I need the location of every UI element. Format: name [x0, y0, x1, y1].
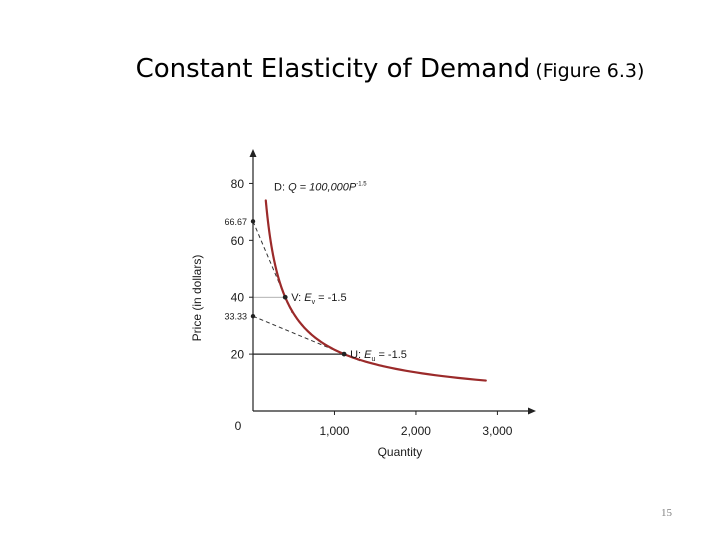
point-v [282, 294, 288, 300]
y-tick-label: 60 [231, 234, 245, 248]
point-label-u: U: Eu = -1.5 [350, 349, 407, 363]
y-axis-label: Price (in dollars) [190, 255, 204, 342]
origin-label: 0 [235, 419, 242, 433]
figure-reference: (Figure 6.3) [535, 60, 645, 82]
demand-curve [264, 199, 487, 382]
intercept-dot-2 [250, 313, 256, 319]
x-tick-label: 2,000 [401, 424, 431, 438]
y-tick-label: 20 [231, 348, 245, 362]
axes [249, 149, 536, 415]
title-text: Constant Elasticity of Demand [135, 54, 531, 84]
x-tick-label: 1,000 [319, 424, 349, 438]
x-axis-arrow [528, 407, 536, 415]
x-tick-label: 3,000 [482, 424, 512, 438]
chart-labels: 66.67 33.33 20 40 60 80 1,000 2,000 3,000 0 Quanti… [190, 177, 513, 459]
reference-lines [253, 296, 345, 355]
point-u [341, 351, 347, 357]
demand-curve-group [264, 199, 487, 382]
y-axis-arrow [249, 149, 257, 157]
y-tick-label: 40 [231, 291, 245, 305]
point-markers [250, 219, 347, 357]
point-label-v: V: Ev = -1.5 [291, 292, 346, 306]
intercept-label-2: 33.33 [224, 312, 247, 322]
page-number: 15 [661, 507, 672, 519]
intercept-label-1: 66.67 [224, 217, 247, 227]
tangent-line-1 [252, 221, 293, 313]
y-tick-label: 80 [231, 177, 245, 191]
slide-title: Constant Elasticity of Demand (Figure 6.… [0, 54, 720, 84]
intercept-dot-1 [250, 219, 256, 224]
x-axis-label: Quantity [378, 445, 423, 459]
demand-curve-label: D: Q = 100,000P-1.5 [274, 181, 367, 193]
